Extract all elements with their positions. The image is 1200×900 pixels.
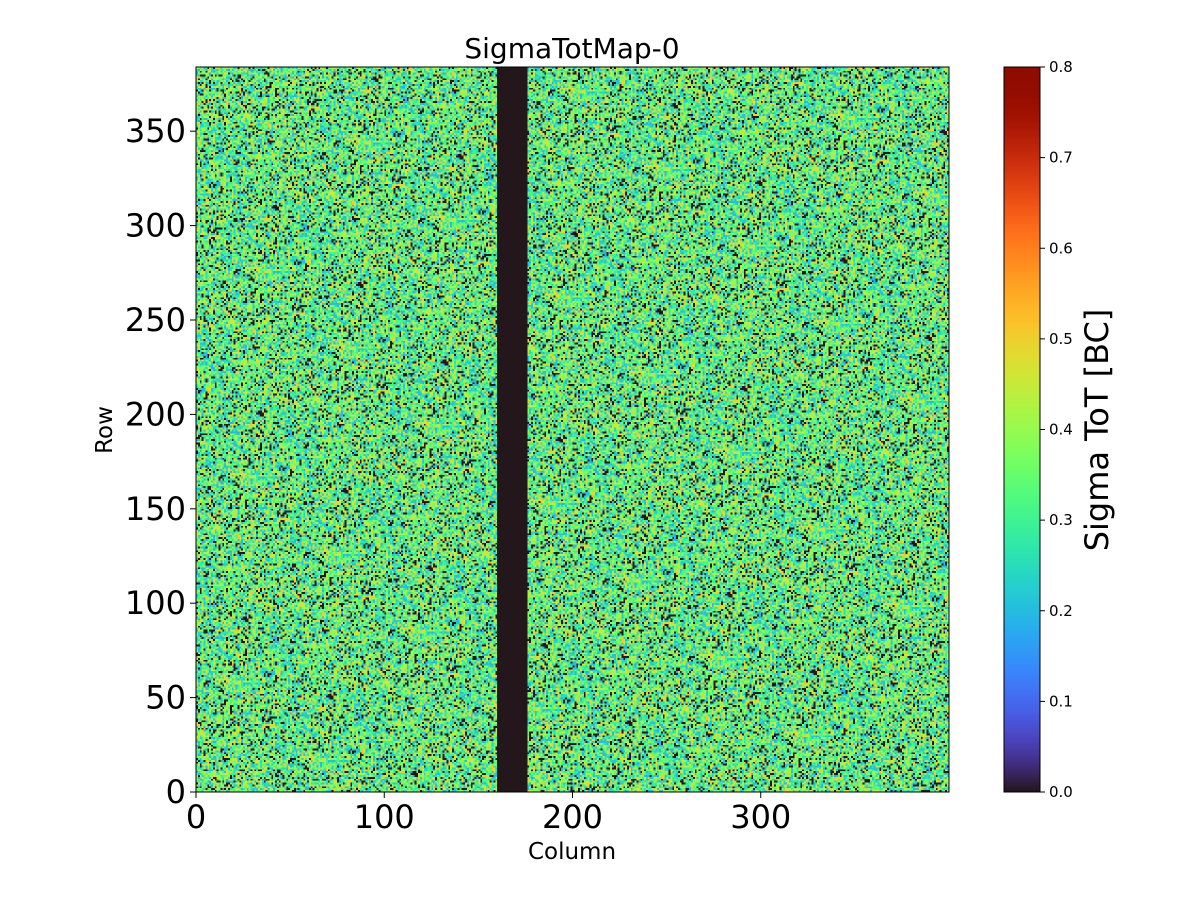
y-tick-label: 250 — [125, 301, 186, 339]
x-tick-label: 200 — [542, 798, 603, 836]
colorbar-tick-label: 0.3 — [1049, 511, 1073, 529]
colorbar-tick-label: 0.2 — [1049, 602, 1073, 620]
colorbar-frame — [1003, 66, 1041, 793]
chart-title: SigmaTotMap-0 — [464, 32, 679, 65]
colorbar-tick-label: 0.5 — [1049, 330, 1073, 348]
colorbar-tick-label: 0.1 — [1049, 692, 1073, 710]
y-tick-label: 150 — [125, 490, 186, 528]
y-tick-label: 200 — [125, 395, 186, 433]
colorbar-label: Sigma ToT [BC] — [1078, 309, 1116, 552]
heatmap-image — [196, 67, 949, 792]
colorbar-tick-label: 0.7 — [1049, 149, 1073, 167]
y-tick-label: 300 — [125, 207, 186, 245]
x-tick-label: 0 — [186, 798, 206, 836]
x-axis-label: Column — [528, 839, 616, 865]
x-tick-label: 300 — [730, 798, 791, 836]
colorbar-tick-label: 0.6 — [1049, 239, 1073, 257]
x-tick-label: 100 — [354, 798, 415, 836]
plot-frame — [195, 66, 950, 793]
y-axis-label: Row — [92, 406, 118, 454]
colorbar-tick-label: 0.0 — [1049, 783, 1073, 801]
y-tick-label: 50 — [145, 679, 186, 717]
colorbar-tick-label: 0.4 — [1049, 421, 1073, 439]
colorbar-gradient — [1004, 67, 1040, 792]
y-tick-label: 0 — [166, 773, 186, 811]
colorbar-tick-label: 0.8 — [1049, 58, 1073, 76]
y-tick-label: 350 — [125, 112, 186, 150]
y-tick-label: 100 — [125, 584, 186, 622]
